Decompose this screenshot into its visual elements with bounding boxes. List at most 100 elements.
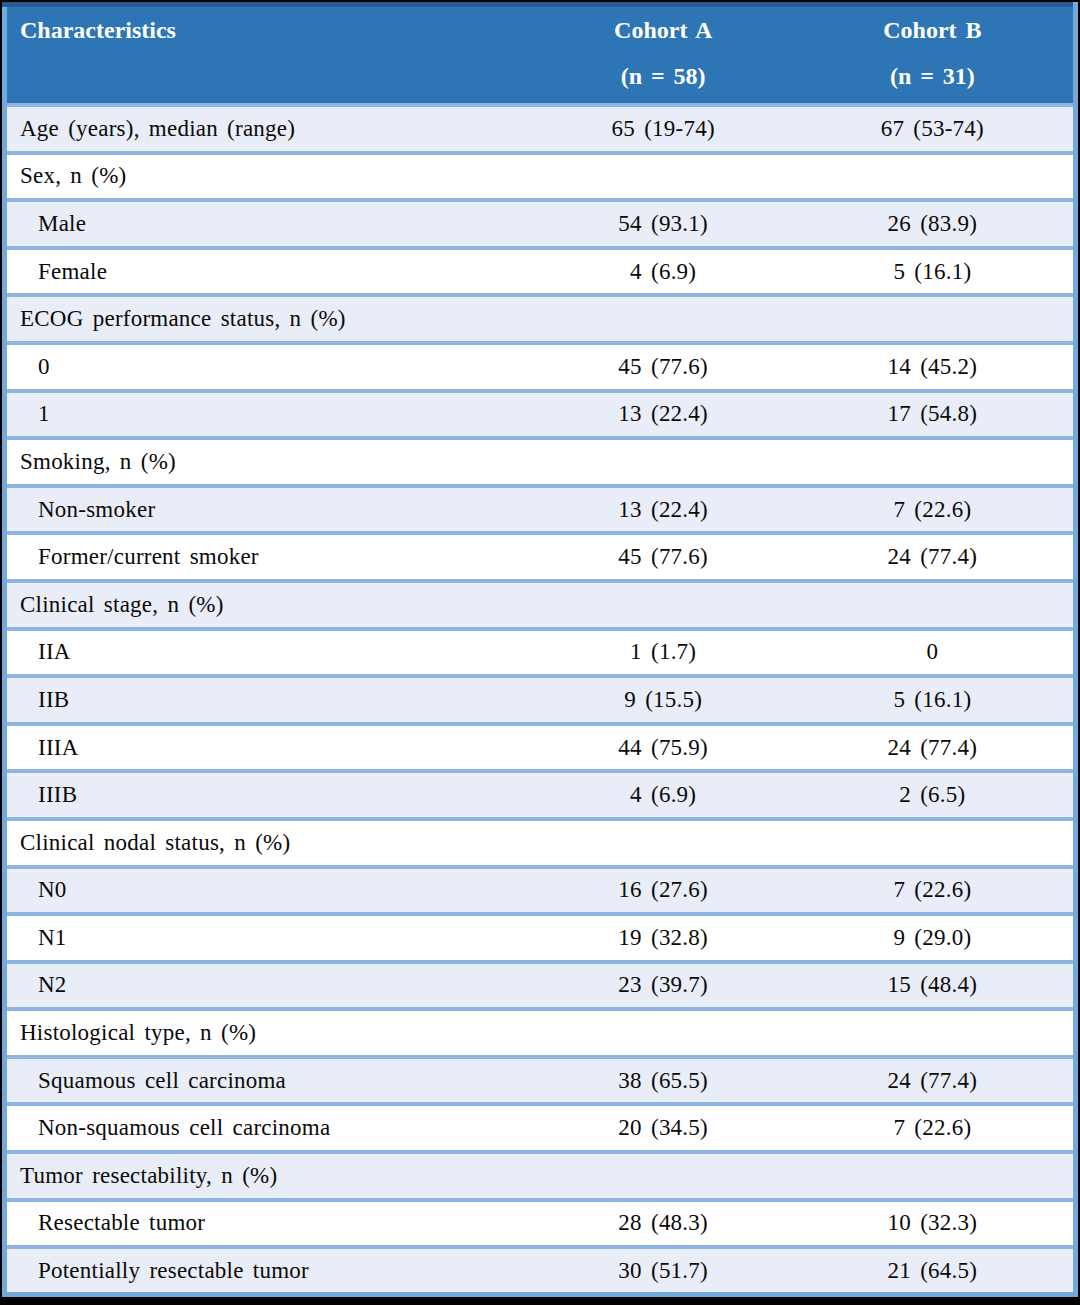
table-row: Sex, n (%): [5, 153, 1076, 201]
row-label: Former/current smoker: [5, 533, 535, 581]
table-row: 1 13 (22.4) 17 (54.8): [5, 391, 1076, 439]
cohort-a-value: [535, 295, 792, 343]
cohort-a-value: 13 (22.4): [535, 486, 792, 534]
cohort-b-value: 7 (22.6): [792, 867, 1076, 915]
cohort-b-value: [792, 295, 1076, 343]
cohort-a-value: 45 (77.6): [535, 533, 792, 581]
cohort-b-value: 14 (45.2): [792, 343, 1076, 391]
row-label: Tumor resectability, n (%): [5, 1152, 535, 1200]
row-label: Smoking, n (%): [5, 438, 535, 486]
cohort-b-value: 9 (29.0): [792, 914, 1076, 962]
row-label: Non-smoker: [5, 486, 535, 534]
table-row: 0 45 (77.6) 14 (45.2): [5, 343, 1076, 391]
table-row: Resectable tumor 28 (48.3) 10 (32.3): [5, 1200, 1076, 1248]
table-row: Potentially resectable tumor 30 (51.7) 2…: [5, 1247, 1076, 1295]
row-label: N0: [5, 867, 535, 915]
cohort-b-value: 26 (83.9): [792, 200, 1076, 248]
cohort-b-n: (n = 31): [792, 53, 1073, 99]
table-row: N0 16 (27.6) 7 (22.6): [5, 867, 1076, 915]
header-characteristics-label: Characteristics: [20, 7, 535, 53]
cohort-a-value: [535, 153, 792, 201]
cohort-b-value: 7 (22.6): [792, 486, 1076, 534]
table-row: ECOG performance status, n (%): [5, 295, 1076, 343]
cohort-a-value: [535, 1009, 792, 1057]
row-label: Age (years), median (range): [5, 105, 535, 153]
row-label: 1: [5, 391, 535, 439]
cohort-a-value: 1 (1.7): [535, 629, 792, 677]
table-row: Female 4 (6.9) 5 (16.1): [5, 248, 1076, 296]
cohort-a-value: [535, 819, 792, 867]
table-row: Histological type, n (%): [5, 1009, 1076, 1057]
row-label: IIA: [5, 629, 535, 677]
table-row: Squamous cell carcinoma 38 (65.5) 24 (77…: [5, 1057, 1076, 1105]
cohort-a-value: 45 (77.6): [535, 343, 792, 391]
table-row: N2 23 (39.7) 15 (48.4): [5, 962, 1076, 1010]
cohort-b-value: 5 (16.1): [792, 248, 1076, 296]
row-label: Male: [5, 200, 535, 248]
row-label: Female: [5, 248, 535, 296]
table-row: IIIA 44 (75.9) 24 (77.4): [5, 724, 1076, 772]
cohort-b-value: [792, 1152, 1076, 1200]
cohort-a-value: 16 (27.6): [535, 867, 792, 915]
cohort-b-value: 67 (53-74): [792, 105, 1076, 153]
table-row: IIB 9 (15.5) 5 (16.1): [5, 676, 1076, 724]
cohort-a-value: [535, 438, 792, 486]
cohort-b-value: 24 (77.4): [792, 724, 1076, 772]
row-label: Clinical nodal status, n (%): [5, 819, 535, 867]
cohort-b-value: 24 (77.4): [792, 1057, 1076, 1105]
header-cohort-a: Cohort A (n = 58): [535, 5, 792, 106]
cohort-a-value: 65 (19-74): [535, 105, 792, 153]
cohort-a-n: (n = 58): [535, 53, 792, 99]
cohort-b-title: Cohort B: [792, 7, 1073, 53]
row-label: Histological type, n (%): [5, 1009, 535, 1057]
cohort-a-value: 4 (6.9): [535, 248, 792, 296]
row-label: Non-squamous cell carcinoma: [5, 1104, 535, 1152]
row-label: N1: [5, 914, 535, 962]
table-row: Tumor resectability, n (%): [5, 1152, 1076, 1200]
row-label: ECOG performance status, n (%): [5, 295, 535, 343]
row-label: Sex, n (%): [5, 153, 535, 201]
cohort-b-value: 24 (77.4): [792, 533, 1076, 581]
row-label: Potentially resectable tumor: [5, 1247, 535, 1295]
table-row: Non-squamous cell carcinoma 20 (34.5) 7 …: [5, 1104, 1076, 1152]
table-row: Clinical nodal status, n (%): [5, 819, 1076, 867]
cohort-a-value: 44 (75.9): [535, 724, 792, 772]
cohort-a-value: 19 (32.8): [535, 914, 792, 962]
cohort-b-value: 10 (32.3): [792, 1200, 1076, 1248]
cohort-a-value: 4 (6.9): [535, 771, 792, 819]
cohort-b-value: [792, 1009, 1076, 1057]
cohort-a-value: 38 (65.5): [535, 1057, 792, 1105]
cohort-a-value: [535, 581, 792, 629]
row-label: IIIA: [5, 724, 535, 772]
cohort-a-value: 28 (48.3): [535, 1200, 792, 1248]
cohort-a-title: Cohort A: [535, 7, 792, 53]
cohort-b-value: 7 (22.6): [792, 1104, 1076, 1152]
cohort-b-value: 15 (48.4): [792, 962, 1076, 1010]
cohort-a-value: [535, 1152, 792, 1200]
row-label: N2: [5, 962, 535, 1010]
cohort-b-value: 21 (64.5): [792, 1247, 1076, 1295]
table-row: IIIB 4 (6.9) 2 (6.5): [5, 771, 1076, 819]
cohort-a-value: 23 (39.7): [535, 962, 792, 1010]
row-label: IIB: [5, 676, 535, 724]
cohort-a-value: 13 (22.4): [535, 391, 792, 439]
table-row: Age (years), median (range) 65 (19-74) 6…: [5, 105, 1076, 153]
header-row: Characteristics Cohort A (n = 58) Cohort…: [5, 5, 1076, 106]
table-row: Male 54 (93.1) 26 (83.9): [5, 200, 1076, 248]
row-label: 0: [5, 343, 535, 391]
row-label: Squamous cell carcinoma: [5, 1057, 535, 1105]
patient-characteristics-table: Characteristics Cohort A (n = 58) Cohort…: [2, 2, 1078, 1297]
table-row: Clinical stage, n (%): [5, 581, 1076, 629]
row-label: Resectable tumor: [5, 1200, 535, 1248]
cohort-b-value: [792, 819, 1076, 867]
table-row: N1 19 (32.8) 9 (29.0): [5, 914, 1076, 962]
cohort-a-value: 9 (15.5): [535, 676, 792, 724]
cohort-b-value: [792, 581, 1076, 629]
cohort-a-value: 20 (34.5): [535, 1104, 792, 1152]
cohort-b-value: 5 (16.1): [792, 676, 1076, 724]
table-row: Former/current smoker 45 (77.6) 24 (77.4…: [5, 533, 1076, 581]
table-row: IIA 1 (1.7) 0: [5, 629, 1076, 677]
cohort-a-value: 30 (51.7): [535, 1247, 792, 1295]
row-label: Clinical stage, n (%): [5, 581, 535, 629]
header-characteristics: Characteristics: [5, 5, 535, 106]
